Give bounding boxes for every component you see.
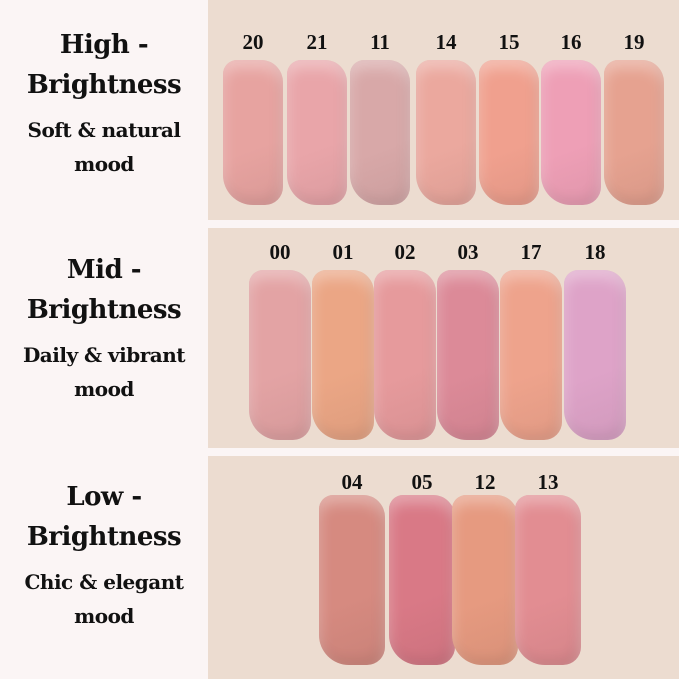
- group-label: High - Brightness Soft & natural mood: [0, 25, 208, 181]
- lip-swatch: [249, 270, 311, 440]
- group-mood: Daily & vibrant mood: [22, 343, 186, 401]
- lip-swatch: [564, 270, 626, 440]
- group-label: Mid - Brightness Daily & vibrant mood: [0, 250, 208, 406]
- lip-swatch: [515, 495, 581, 665]
- group-mood: Chic & elegant mood: [24, 570, 185, 628]
- group-label: Low - Brightness Chic & elegant mood: [0, 477, 208, 633]
- shade-number: 16: [560, 30, 582, 54]
- group-title: Low - Brightness: [26, 482, 182, 552]
- shade-number: 14: [435, 30, 457, 54]
- group-title: Mid - Brightness: [26, 255, 182, 325]
- shade-number: 21: [306, 30, 328, 54]
- shade-number: 19: [623, 30, 645, 54]
- shade-number: 05: [411, 470, 433, 494]
- shade-number: 13: [537, 470, 559, 494]
- shade-number: 15: [498, 30, 520, 54]
- lip-swatch: [416, 60, 476, 205]
- lip-swatch: [500, 270, 562, 440]
- shade-number: 03: [457, 240, 479, 264]
- lip-swatch: [479, 60, 539, 205]
- group-mood: Soft & natural mood: [27, 118, 181, 176]
- lip-swatch: [350, 60, 410, 205]
- lip-swatch: [604, 60, 664, 205]
- lip-swatch: [437, 270, 499, 440]
- shade-number: 02: [394, 240, 416, 264]
- shade-number: 01: [332, 240, 354, 264]
- shade-number: 17: [520, 240, 542, 264]
- lip-swatch: [374, 270, 436, 440]
- shade-number: 18: [584, 240, 606, 264]
- shade-number: 04: [341, 470, 363, 494]
- shade-number: 12: [474, 470, 496, 494]
- shade-number: 11: [370, 30, 390, 54]
- lip-swatch: [312, 270, 374, 440]
- shade-number: 00: [269, 240, 291, 264]
- lip-swatch: [452, 495, 518, 665]
- shade-number: 20: [242, 30, 264, 54]
- lip-swatch: [389, 495, 455, 665]
- lip-swatch: [223, 60, 283, 205]
- lip-swatch: [287, 60, 347, 205]
- group-title: High - Brightness: [26, 30, 182, 100]
- lip-swatch: [319, 495, 385, 665]
- lip-swatch: [541, 60, 601, 205]
